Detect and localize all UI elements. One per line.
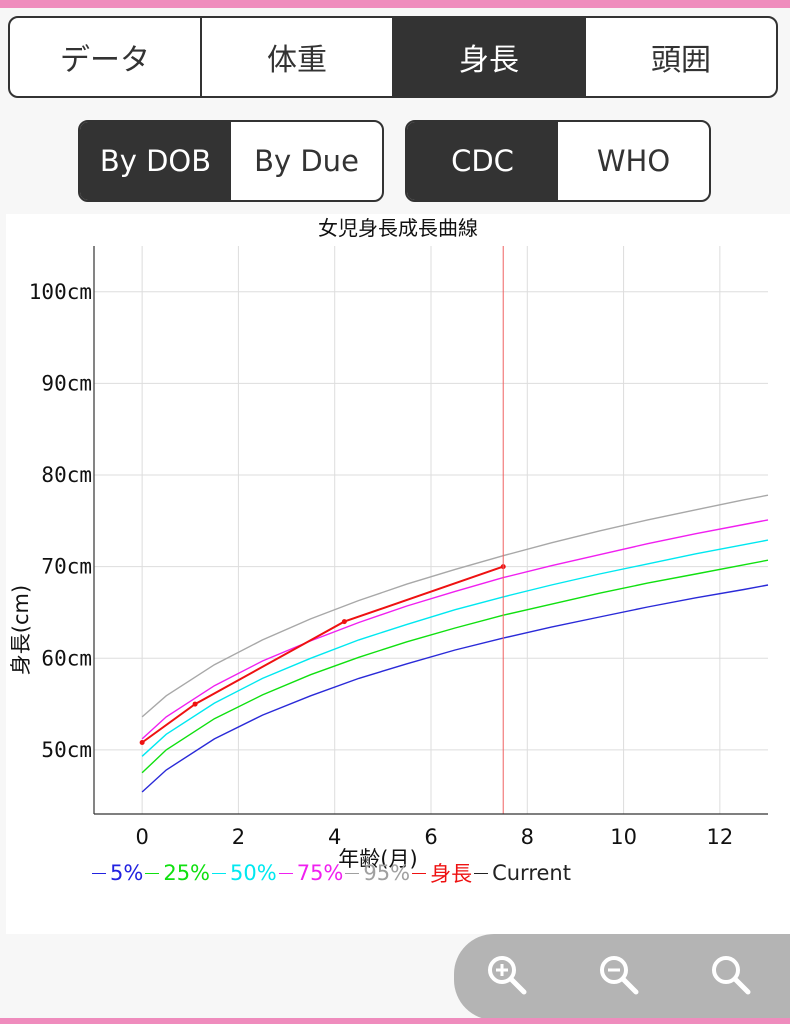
series-line-5: [141, 565, 504, 744]
series-line-2: [141, 539, 769, 757]
legend-swatch: [212, 872, 227, 874]
date-mode-toggle: By DOB By Due: [78, 120, 384, 202]
legend-item: 75%: [278, 861, 344, 885]
x-tick-label: 4: [328, 825, 341, 849]
standard-toggle: CDC WHO: [405, 120, 711, 202]
legend-label: 5%: [110, 861, 144, 885]
legend-label: 75%: [296, 861, 344, 885]
y-tick-label: 80cm: [41, 463, 92, 487]
chart-svg: 女児身長成長曲線 0 2 4 6 8 10 12 50cm 60cm 70cm 80cm 90cm 10…: [9, 216, 769, 871]
tab-weight[interactable]: 体重: [200, 18, 392, 96]
chart-title: 女児身長成長曲線: [318, 216, 478, 240]
y-tick-label: 100cm: [29, 280, 92, 304]
x-tick-label: 2: [232, 825, 245, 849]
cdc-button[interactable]: CDC: [407, 122, 558, 200]
x-tick-label: 6: [424, 825, 437, 849]
y-tick-label: 90cm: [41, 371, 92, 395]
legend-swatch: [92, 872, 106, 874]
y-tick-label: 60cm: [41, 646, 92, 670]
legend-item: 50%: [212, 861, 277, 885]
legend-label: 95%: [363, 861, 411, 885]
legend-item: 身長: [412, 858, 472, 888]
legend-item: 95%: [345, 861, 410, 885]
tab-head-circumference[interactable]: 頭囲: [584, 18, 776, 96]
tab-height[interactable]: 身長: [392, 18, 584, 96]
data-point: [192, 701, 198, 707]
y-tick-label: 50cm: [41, 738, 92, 762]
x-tick-label: 0: [135, 825, 148, 849]
legend-item: 5%: [92, 861, 143, 885]
category-tabs: データ 体重 身長 頭囲: [8, 16, 778, 98]
bottom-accent-bar: [0, 1018, 790, 1024]
legend-label: 身長: [430, 862, 473, 886]
legend-item: Current: [474, 861, 571, 885]
legend-swatch: [278, 872, 293, 874]
zoom-controls: [454, 934, 790, 1020]
legend-swatch: [474, 872, 489, 874]
who-button[interactable]: WHO: [596, 144, 671, 178]
zoom-out-icon[interactable]: [596, 952, 642, 998]
legend-swatch: [412, 872, 427, 874]
by-dob-button[interactable]: By DOB: [80, 122, 231, 200]
chart-legend: 5% 25% 50% 75% 95% 身長 Current: [92, 858, 573, 888]
legend-label: 25%: [163, 861, 211, 885]
x-axis-label: 年齢(月): [338, 847, 417, 871]
x-tick-label: 12: [706, 825, 733, 849]
legend-item: 25%: [145, 861, 210, 885]
series-line-0: [141, 584, 769, 793]
series-line-1: [141, 559, 769, 774]
legend-swatch: [345, 872, 360, 874]
tab-data[interactable]: データ: [60, 43, 150, 78]
zoom-reset-icon[interactable]: [708, 952, 754, 998]
series-line-3: [141, 519, 769, 740]
by-due-button[interactable]: By Due: [254, 144, 359, 178]
chart-series: [139, 246, 769, 814]
y-axis-label: 身長(cm): [9, 585, 33, 675]
data-point: [139, 740, 145, 746]
growth-chart[interactable]: 女児身長成長曲線 0 2 4 6 8 10 12 50cm 60cm 70cm 80cm 90cm 10…: [6, 214, 790, 934]
top-accent-bar: [0, 0, 790, 8]
legend-label: 50%: [230, 861, 277, 885]
chart-grid: [94, 246, 768, 814]
x-tick-label: 8: [521, 825, 534, 849]
y-tick-label: 70cm: [41, 555, 92, 579]
zoom-in-icon[interactable]: [484, 952, 530, 998]
x-tick-label: 10: [610, 825, 637, 849]
data-point: [341, 619, 347, 625]
legend-swatch: [145, 872, 160, 874]
chart-axes: 0 2 4 6 8 10 12 50cm 60cm 70cm 80cm 90cm 100cm: [29, 246, 768, 849]
series-line-4: [141, 494, 769, 718]
legend-label: Current: [492, 861, 571, 885]
